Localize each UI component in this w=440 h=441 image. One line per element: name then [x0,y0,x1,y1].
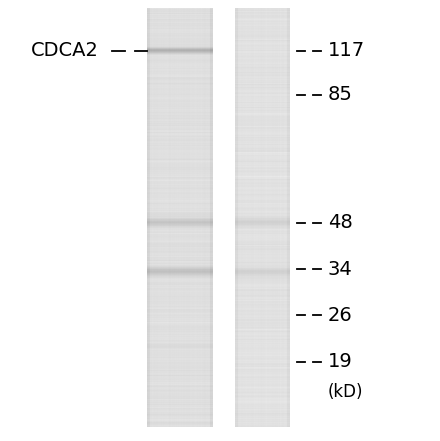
Text: 34: 34 [328,259,352,279]
Text: CDCA2: CDCA2 [31,41,99,60]
Text: (kD): (kD) [328,384,363,401]
Text: 117: 117 [328,41,365,60]
Text: 26: 26 [328,306,352,325]
Text: 19: 19 [328,352,352,371]
Text: 85: 85 [328,85,353,105]
Text: 48: 48 [328,213,352,232]
